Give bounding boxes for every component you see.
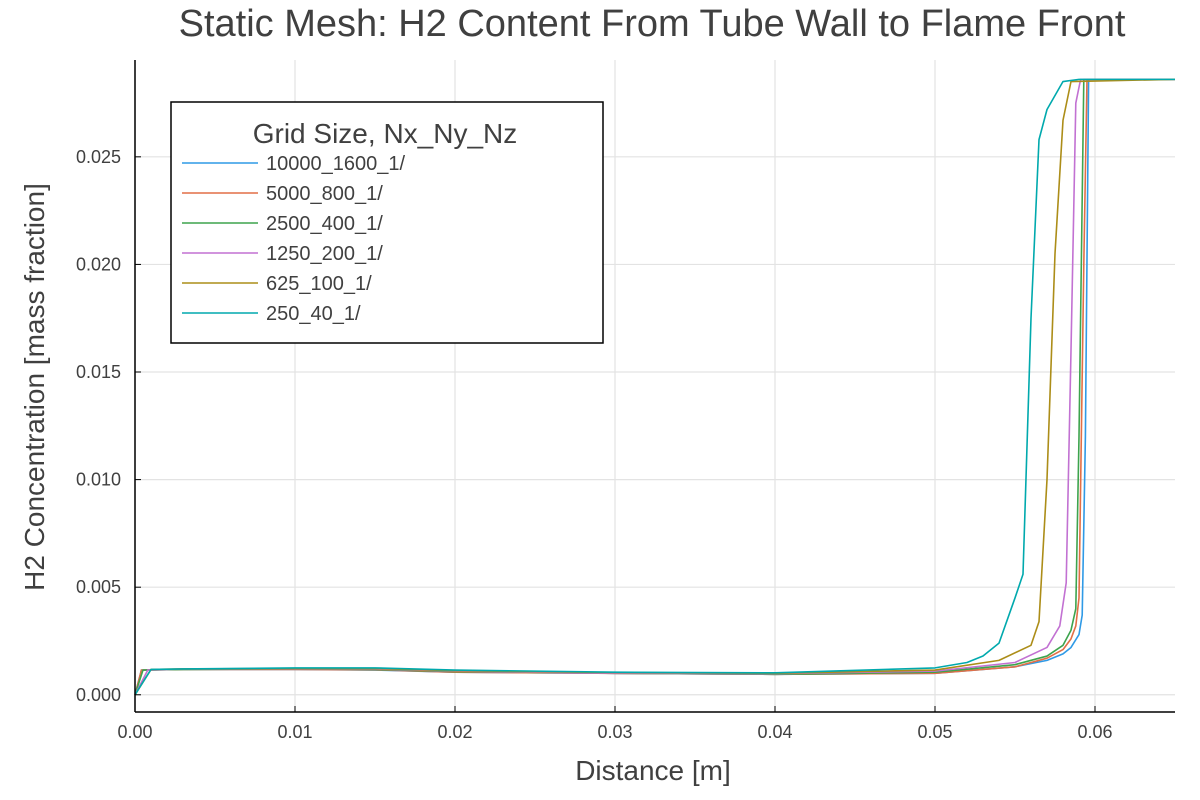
x-tick-label: 0.02 [437, 722, 472, 742]
legend-label: 5000_800_1/ [266, 183, 383, 205]
y-tick-label: 0.000 [76, 685, 121, 705]
legend-label: 250_40_1/ [266, 303, 361, 325]
x-tick-label: 0.01 [277, 722, 312, 742]
x-tick-label: 0.00 [117, 722, 152, 742]
x-tick-label: 0.05 [917, 722, 952, 742]
axes: 0.00 0.01 0.02 0.03 0.04 0.05 0.06 0.000 0.005 0.… [76, 60, 1175, 742]
legend-items: 10000_1600_1/5000_800_1/2500_400_1/1250_… [182, 153, 405, 325]
y-tick-label: 0.015 [76, 362, 121, 382]
chart-title: Static Mesh: H2 Content From Tube Wall t… [179, 3, 1126, 45]
series-line-250-40-1 [134, 78, 1175, 696]
legend-label: 10000_1600_1/ [266, 153, 405, 175]
plot-series [134, 78, 1176, 696]
legend-title: Grid Size, Nx_Ny_Nz [253, 118, 518, 149]
y-tick-label: 0.005 [76, 577, 121, 597]
y-tick-label: 0.010 [76, 470, 121, 490]
x-axis-label: Distance [m] [575, 755, 731, 786]
legend-label: 1250_200_1/ [266, 243, 383, 265]
legend: Grid Size, Nx_Ny_Nz 10000_1600_1/5000_80… [170, 101, 604, 344]
x-tick-label: 0.04 [757, 722, 792, 742]
x-tick-label: 0.06 [1077, 722, 1112, 742]
y-tick-label: 0.020 [76, 254, 121, 274]
x-tick-label: 0.03 [597, 722, 632, 742]
y-tick-label: 0.025 [76, 147, 121, 167]
legend-label: 2500_400_1/ [266, 213, 383, 235]
y-axis-label: H2 Concentration [mass fraction] [19, 183, 50, 591]
legend-label: 625_100_1/ [266, 273, 372, 295]
